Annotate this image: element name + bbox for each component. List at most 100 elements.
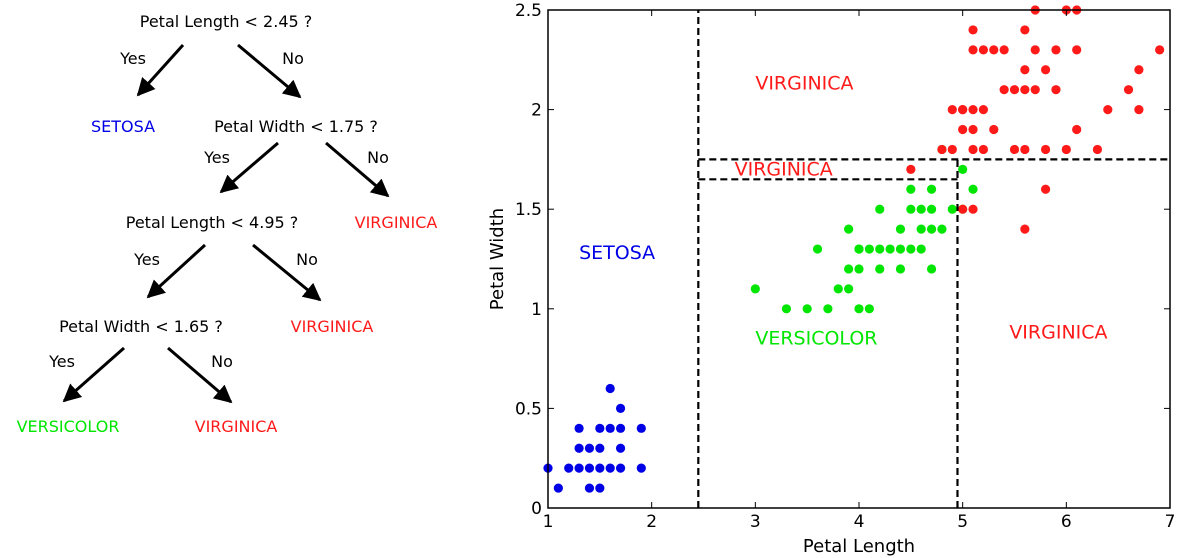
virginica-point-25 bbox=[1020, 25, 1030, 35]
virginica-point-16 bbox=[989, 45, 999, 55]
setosa-point-20 bbox=[636, 463, 646, 473]
region-label-layer: SETOSA VIRGINICA VIRGINICA VERSICOLOR VIRGIN… bbox=[579, 73, 1107, 350]
x-tick-label-6: 7 bbox=[1165, 512, 1176, 532]
setosa-point-8 bbox=[584, 443, 595, 453]
versicolor-point-10 bbox=[854, 264, 864, 274]
region-label-versicolor-3: VERSICOLOR bbox=[755, 328, 877, 350]
versicolor-point-4 bbox=[823, 304, 833, 314]
setosa-point-5 bbox=[574, 423, 584, 433]
setosa-point-12 bbox=[595, 423, 605, 433]
virginica-point-4 bbox=[947, 105, 957, 115]
tree-edge-4-yes bbox=[62, 346, 125, 403]
virginica-point-6 bbox=[958, 124, 968, 135]
virginica-point-0 bbox=[906, 164, 916, 174]
tree-edge-3-no bbox=[252, 243, 322, 302]
tree-no-label-2: No bbox=[367, 148, 389, 167]
versicolor-point-5 bbox=[833, 284, 843, 294]
virginica-point-20 bbox=[1009, 85, 1020, 95]
virginica-point-26 bbox=[1030, 85, 1040, 95]
versicolor-point-16 bbox=[875, 204, 885, 214]
region-label-virginica-1: VIRGINICA bbox=[755, 73, 853, 95]
tree-yes-label-4: Yes bbox=[48, 352, 75, 371]
virginica-point-2 bbox=[947, 144, 957, 155]
versicolor-point-20 bbox=[895, 224, 906, 234]
virginica-point-11 bbox=[968, 45, 978, 55]
virginica-point-40 bbox=[1103, 105, 1113, 115]
versicolor-point-29 bbox=[937, 224, 947, 234]
decision-tree: Petal Length < 2.45 ? Yes No SETOSA Peta… bbox=[17, 12, 438, 436]
setosa-point-15 bbox=[605, 383, 615, 394]
virginica-point-23 bbox=[1020, 85, 1030, 95]
versicolor-point-24 bbox=[916, 224, 926, 234]
setosa-point-11 bbox=[595, 443, 605, 453]
setosa-point-19 bbox=[615, 403, 626, 413]
tree-node-4: Petal Width < 1.65 ? bbox=[59, 317, 223, 336]
setosa-point-1 bbox=[553, 483, 563, 493]
versicolor-point-27 bbox=[926, 224, 937, 234]
virginica-point-43 bbox=[1134, 65, 1144, 75]
virginica-point-33 bbox=[1051, 45, 1061, 55]
versicolor-point-15 bbox=[875, 244, 885, 254]
virginica-point-18 bbox=[999, 45, 1009, 55]
virginica-point-32 bbox=[1051, 85, 1061, 95]
versicolor-point-3 bbox=[812, 244, 823, 254]
setosa-point-4 bbox=[574, 443, 584, 453]
virginica-point-31 bbox=[1041, 65, 1051, 75]
virginica-point-27 bbox=[1030, 45, 1040, 55]
versicolor-point-22 bbox=[906, 204, 916, 214]
setosa-point-3 bbox=[574, 463, 584, 473]
tree-yes-label-2: Yes bbox=[203, 148, 230, 167]
versicolor-point-23 bbox=[916, 244, 926, 254]
virginica-point-17 bbox=[999, 85, 1009, 95]
virginica-point-10 bbox=[968, 105, 978, 115]
setosa-point-6 bbox=[584, 483, 595, 493]
tree-yes-label-3: Yes bbox=[133, 250, 160, 269]
tree-node-3: Petal Length < 4.95 ? bbox=[126, 213, 299, 232]
tree-node-1: Petal Length < 2.45 ? bbox=[140, 12, 313, 31]
virginica-point-42 bbox=[1134, 105, 1144, 115]
tree-edge-2-yes bbox=[219, 141, 279, 194]
y-tick-label-2: 1 bbox=[531, 300, 542, 320]
versicolor-point-18 bbox=[895, 264, 906, 274]
versicolor-point-26 bbox=[926, 264, 937, 274]
virginica-point-36 bbox=[1072, 124, 1082, 135]
virginica-point-12 bbox=[968, 25, 978, 35]
virginica-point-3 bbox=[958, 204, 968, 214]
virginica-point-13 bbox=[978, 105, 988, 115]
tree-yes-label-1: Yes bbox=[119, 49, 146, 68]
tree-edge-2-no bbox=[325, 141, 390, 198]
tree-no-label-3: No bbox=[296, 250, 318, 269]
versicolor-point-31 bbox=[947, 204, 957, 214]
setosa-point-7 bbox=[584, 463, 595, 473]
scatter-plot: SETOSA VIRGINICA VIRGINICA VERSICOLOR VIRGIN… bbox=[487, 1, 1175, 557]
tree-leaf-virginica-1: VIRGINICA bbox=[355, 213, 438, 232]
virginica-point-37 bbox=[1072, 45, 1082, 55]
virginica-point-7 bbox=[968, 204, 978, 214]
versicolor-point-8 bbox=[844, 224, 854, 234]
tree-leaf-virginica-2: VIRGINICA bbox=[291, 317, 374, 336]
region-label-virginica-4: VIRGINICA bbox=[1009, 322, 1107, 344]
y-tick-label-4: 2 bbox=[531, 101, 542, 121]
versicolor-point-35 bbox=[926, 184, 937, 194]
virginica-point-34 bbox=[1061, 144, 1071, 155]
tree-edge-1-no bbox=[237, 43, 302, 99]
versicolor-point-28 bbox=[926, 204, 937, 214]
virginica-point-19 bbox=[1009, 144, 1020, 155]
virginica-point-9 bbox=[968, 124, 978, 135]
virginica-point-41 bbox=[1123, 85, 1134, 95]
x-tick-label-5: 6 bbox=[1061, 512, 1072, 532]
x-tick-label-0: 1 bbox=[543, 512, 554, 532]
tick-layer: 1 2 3 4 5 6 7 0 0.5 1 1.5 2 2.5 bbox=[515, 1, 1175, 532]
decision-boundaries-layer bbox=[697, 10, 1170, 508]
versicolor-point-9 bbox=[854, 304, 864, 314]
tree-leaf-versicolor: VERSICOLOR bbox=[17, 417, 120, 436]
virginica-point-21 bbox=[1020, 224, 1030, 234]
tree-edge-4-no bbox=[167, 346, 233, 404]
virginica-point-15 bbox=[989, 124, 999, 135]
virginica-point-45 bbox=[958, 105, 968, 115]
virginica-point-39 bbox=[1092, 144, 1103, 155]
versicolor-point-36 bbox=[854, 244, 864, 254]
y-tick-label-5: 2.5 bbox=[515, 1, 542, 21]
virginica-point-29 bbox=[1041, 184, 1051, 194]
region-label-setosa-0: SETOSA bbox=[579, 242, 655, 264]
